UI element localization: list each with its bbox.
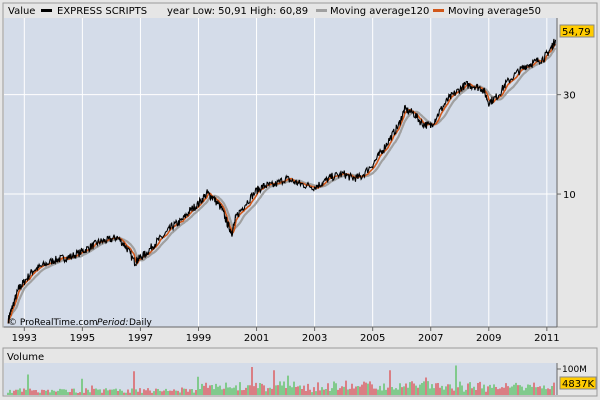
x-tick-label: 2009 (476, 333, 501, 344)
legend-ma50-name: Moving average50 (448, 6, 541, 17)
volume-tick-label-100m: 100M (562, 365, 587, 375)
last-value-text: 54,79 (562, 27, 591, 38)
x-tick-label: 2007 (418, 333, 443, 344)
y-tick-layer: 10 30 (557, 91, 576, 201)
volume-last-text: 4837K (562, 379, 594, 390)
value-label: Value (8, 6, 35, 17)
x-tick-label: 1995 (70, 333, 95, 344)
period-value: Daily (129, 318, 152, 328)
volume-title: Volume (7, 352, 44, 363)
year-range-text: year Low: 50,91 High: 60,89 (167, 6, 308, 17)
ma120-line (7, 47, 557, 324)
x-tick-label: 2003 (302, 333, 327, 344)
volume-last-badge (559, 376, 597, 390)
x-tick-label: 2001 (244, 333, 269, 344)
legend-swatch-ma50 (433, 9, 444, 12)
source-text: © ProRealTime.com (8, 318, 98, 328)
last-value-badge (559, 24, 595, 38)
x-tick-label: 2005 (360, 333, 385, 344)
x-tick-label: 2011 (534, 333, 559, 344)
y-tick-label: 10 (563, 190, 576, 201)
legend-header (4, 4, 596, 17)
x-tick-label: 1993 (12, 333, 37, 344)
legend-swatch-price (41, 9, 52, 12)
main-grid (4, 18, 557, 327)
period-label: Period: (97, 318, 128, 328)
x-tick-label: 1997 (128, 333, 153, 344)
legend-swatch-ma120 (316, 9, 327, 12)
volume-layer (7, 365, 555, 395)
x-tick-label: 1999 (186, 333, 211, 344)
price-line (7, 38, 557, 324)
y-tick-label: 30 (563, 91, 576, 102)
legend-ma120-name: Moving average120 (330, 6, 429, 17)
legend-price-name: EXPRESS SCRIPTS (57, 6, 147, 17)
main-plot-area (4, 18, 557, 327)
x-tick-layer: 1993 1995 1997 1999 2001 2003 2005 2007 2009 2011 (12, 327, 560, 344)
series-layer (7, 38, 557, 324)
